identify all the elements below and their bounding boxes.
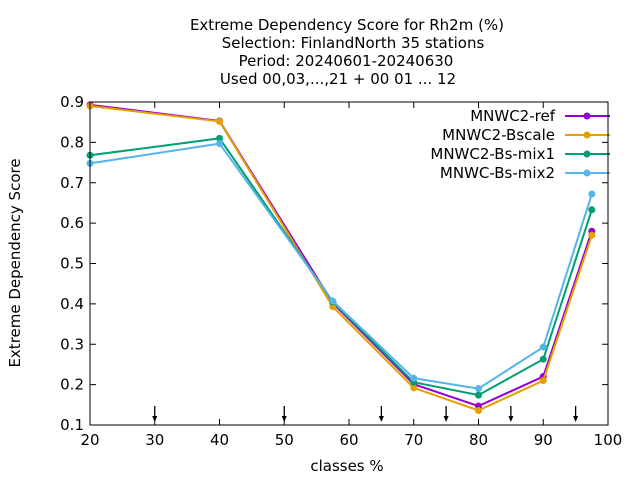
data-point [410, 374, 418, 382]
title-line-1: Extreme Dependency Score for Rh2m (%) [190, 16, 504, 34]
data-point [410, 384, 418, 392]
class-markers [152, 406, 579, 422]
data-point [216, 140, 223, 148]
data-point [539, 377, 547, 385]
x-tick-label: 20 [80, 431, 99, 449]
data-point [539, 355, 547, 363]
legend-marker [583, 169, 591, 177]
legend-marker [583, 150, 591, 158]
y-tick-label: 0.2 [60, 376, 84, 394]
class-marker-arrowhead [152, 416, 158, 422]
legend-marker [583, 131, 591, 139]
class-marker-arrowhead [443, 416, 449, 422]
data-point [475, 406, 482, 414]
data-point [329, 297, 337, 305]
series-group [86, 101, 596, 414]
y-tick-label: 0.5 [60, 255, 84, 273]
data-point [475, 385, 482, 393]
class-marker-arrowhead [378, 416, 384, 422]
legend-label: MNWC2-Bs-mix1 [430, 145, 555, 163]
x-axis-label: classes % [310, 457, 383, 475]
y-axis-label: Extreme Dependency Score [6, 158, 24, 367]
x-tick-label: 100 [594, 431, 623, 449]
y-tick-label: 0.1 [60, 416, 84, 434]
class-marker-arrowhead [281, 416, 287, 422]
title-line-3: Period: 20240601-20240630 [239, 52, 454, 70]
y-tick-label: 0.6 [60, 214, 84, 232]
legend-label: MNWC2-ref [470, 107, 555, 125]
y-tick-label: 0.9 [60, 93, 84, 111]
plot-frame [89, 101, 609, 426]
legend-label: MNWC-Bs-mix2 [440, 164, 555, 182]
y-tick-label: 0.7 [60, 174, 84, 192]
x-tick-label: 70 [404, 431, 423, 449]
legend-label: MNWC2-Bscale [442, 126, 555, 144]
title-line-4: Used 00,03,...,21 + 00 01 ... 12 [220, 70, 456, 88]
y-tick-label: 0.4 [60, 295, 84, 313]
x-tick-label: 90 [534, 431, 553, 449]
data-point [475, 391, 482, 399]
data-point [216, 117, 223, 125]
data-point [539, 343, 547, 351]
data-point [588, 206, 596, 214]
chart-title: Extreme Dependency Score for Rh2m (%) Se… [190, 16, 504, 88]
x-tick-label: 50 [275, 431, 294, 449]
x-tick-label: 60 [339, 431, 358, 449]
class-marker-arrowhead [508, 416, 514, 422]
class-marker-arrowhead [573, 416, 579, 422]
x-tick-label: 40 [210, 431, 229, 449]
legend-marker [583, 112, 591, 120]
data-point [216, 134, 223, 142]
x-tick-label: 80 [469, 431, 488, 449]
data-point [588, 231, 596, 239]
legend: MNWC2-refMNWC2-BscaleMNWC2-Bs-mix1MNWC-B… [430, 107, 610, 182]
x-tick-label: 30 [145, 431, 164, 449]
y-tick-label: 0.3 [60, 335, 84, 353]
tick-labels: 20 30 40 50 60 70 80 90 100 0.1 0.2 0.3 0.4 0.5 0.6 0.7… [60, 93, 622, 449]
y-tick-label: 0.8 [60, 133, 84, 151]
data-point [588, 190, 596, 198]
title-line-2: Selection: FinlandNorth 35 stations [222, 34, 485, 52]
